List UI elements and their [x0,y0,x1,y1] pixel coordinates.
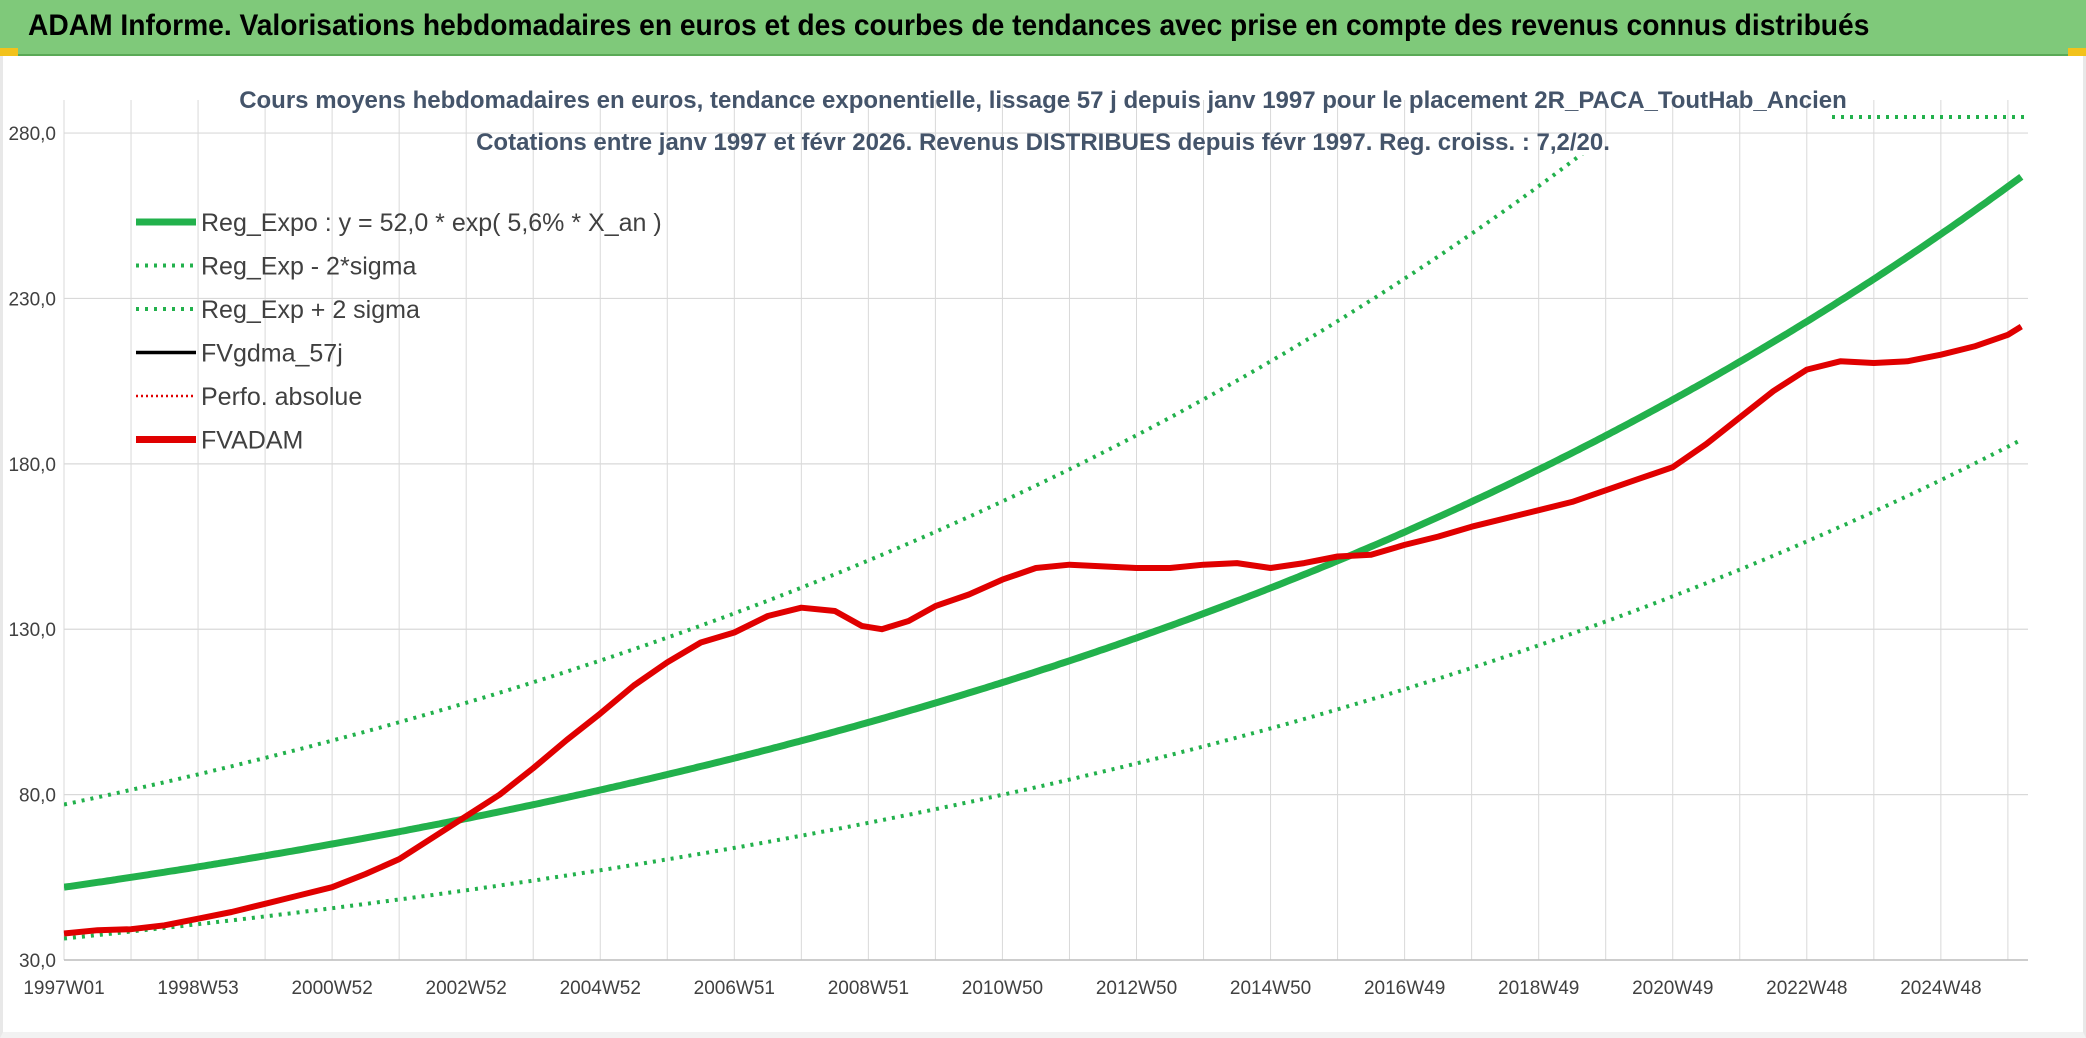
header-banner: ADAM Informe. Valorisations hebdomadaire… [0,0,2086,56]
banner-title: ADAM Informe. Valorisations hebdomadaire… [28,9,1870,42]
y-tick-label: 80,0 [19,786,56,807]
legend-label: Reg_Exp + 2 sigma [201,296,420,324]
series-group [63,155,2024,941]
corner-accent-right [2068,48,2086,56]
legend-label: FVADAM [201,427,303,455]
y-tick-label: 30,0 [19,951,56,972]
y-tick-label: 130,0 [8,620,56,641]
chart-title-line-1: Cours moyens hebdomadaires en euros, ten… [239,87,1847,114]
legend: Reg_Expo : y = 52,0 * exp( 5,6% * X_an )… [136,209,662,455]
x-tick-label: 1998W53 [157,978,238,999]
x-tick-label: 2012W50 [1096,978,1177,999]
x-tick-label: 2024W48 [1900,978,1981,999]
x-tick-label: 2016W49 [1364,978,1445,999]
series-perfo-absolue [63,325,2022,935]
y-tick-label: 280,0 [8,124,56,145]
legend-label: FVgdma_57j [201,340,343,368]
series-reg-exp-minus-2sigma [64,438,2023,941]
x-tick-label: 2020W49 [1632,978,1713,999]
x-tick-label: 1997W01 [23,978,104,999]
x-tick-label: 2008W51 [828,978,909,999]
y-tick-label: 230,0 [8,289,56,310]
x-tick-label: 2010W50 [962,978,1043,999]
x-tick-label: 2000W52 [291,978,372,999]
axes: 30,0 80,0 130,0 180,0 230,0 280,0 1997W01 1998W… [8,124,2028,999]
x-tick-label: 2014W50 [1230,978,1311,999]
chart-title-line-2: Cotations entre janv 1997 et févr 2026. … [476,129,1610,156]
y-tick-label: 180,0 [8,455,56,476]
legend-label: Reg_Expo : y = 52,0 * exp( 5,6% * X_an ) [201,209,662,237]
x-tick-label: 2006W51 [694,978,775,999]
series-reg-expo [64,173,2024,891]
legend-label: Perfo. absolue [201,383,362,411]
x-tick-label: 2018W49 [1498,978,1579,999]
corner-accent-left [0,48,18,56]
x-tick-label: 2022W48 [1766,978,1847,999]
legend-label: Reg_Exp - 2*sigma [201,253,416,281]
series-reg-exp-plus-2sigma [64,155,1584,807]
x-tick-label: 2002W52 [426,978,507,999]
x-tick-label: 2004W52 [560,978,641,999]
chart-frame [0,56,2086,1038]
